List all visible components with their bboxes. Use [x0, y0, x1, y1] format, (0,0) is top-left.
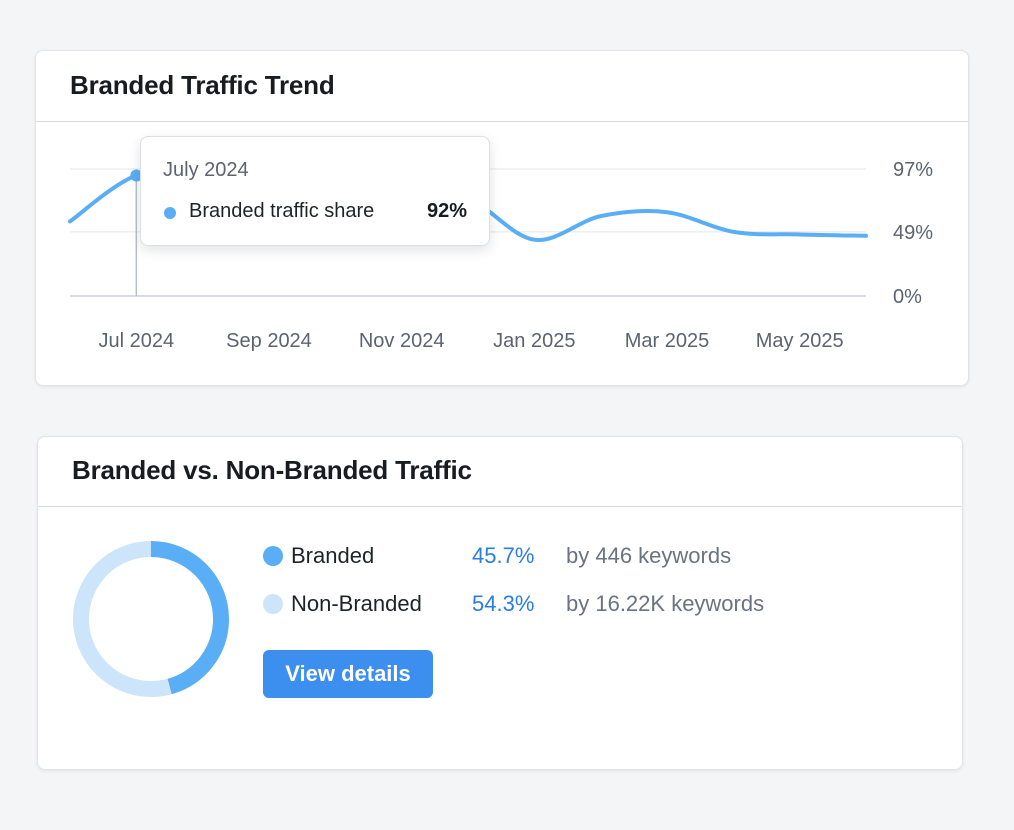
branded-vs-nonbranded-card: Branded vs. Non-Branded Traffic Branded … — [37, 436, 963, 770]
view-details-button[interactable]: View details — [263, 650, 433, 698]
traffic-donut-chart[interactable] — [71, 539, 231, 699]
non-branded-keywords-count: by 16.22K keywords — [566, 591, 765, 616]
x-tick-label: Jan 2025 — [493, 330, 575, 352]
y-axis-ticks: 0% 49% 97% — [893, 159, 933, 308]
donut-segment-non-branded[interactable] — [73, 541, 229, 697]
series-dot-icon — [164, 207, 176, 219]
branded-dot-icon — [263, 546, 283, 566]
x-tick-label: Nov 2024 — [359, 330, 445, 352]
tooltip-date: July 2024 — [163, 159, 249, 181]
x-axis-ticks: Jul 2024 Sep 2024 Nov 2024 Jan 2025 Mar 2025… — [99, 330, 844, 352]
x-tick-label: Sep 2024 — [226, 330, 312, 352]
x-tick-label: Jul 2024 — [99, 330, 175, 352]
tooltip-value: 92% — [426, 200, 467, 222]
trend-card-title: Branded Traffic Trend — [70, 70, 335, 100]
branded-keywords-count: by 446 keywords — [566, 543, 732, 568]
trend-card-header: Branded Traffic Trend — [36, 51, 968, 122]
data-point[interactable] — [130, 169, 143, 182]
legend-label-nonbranded: Non-Branded — [291, 591, 422, 616]
x-tick-label: Mar 2025 — [625, 330, 710, 352]
legend-label-branded: Branded — [291, 543, 375, 568]
split-card-title: Branded vs. Non-Branded Traffic — [72, 455, 472, 485]
non-branded-percent-link[interactable]: 54.3% — [472, 591, 535, 616]
branded-traffic-trend-card: Branded Traffic Trend 0% 49% 97% Jul 2024 S… — [35, 50, 969, 386]
y-tick-label: 97% — [893, 159, 933, 181]
legend-row-branded: Branded 45.7% by 446 keywords — [263, 541, 863, 571]
donut-segments — [73, 541, 229, 697]
branded-percent-link[interactable]: 45.7% — [472, 543, 535, 568]
legend-row-nonbranded: Non-Branded 54.3% by 16.22K keywords — [263, 589, 863, 619]
y-tick-label: 49% — [893, 222, 933, 244]
series-points — [130, 169, 143, 182]
tooltip-series-label: Branded traffic share — [189, 200, 375, 222]
split-card-header: Branded vs. Non-Branded Traffic — [38, 437, 962, 507]
non-branded-dot-icon — [263, 594, 283, 614]
x-tick-label: May 2025 — [756, 330, 844, 352]
chart-tooltip: July 2024 Branded traffic share 92% — [140, 136, 490, 246]
y-tick-label: 0% — [893, 286, 922, 308]
